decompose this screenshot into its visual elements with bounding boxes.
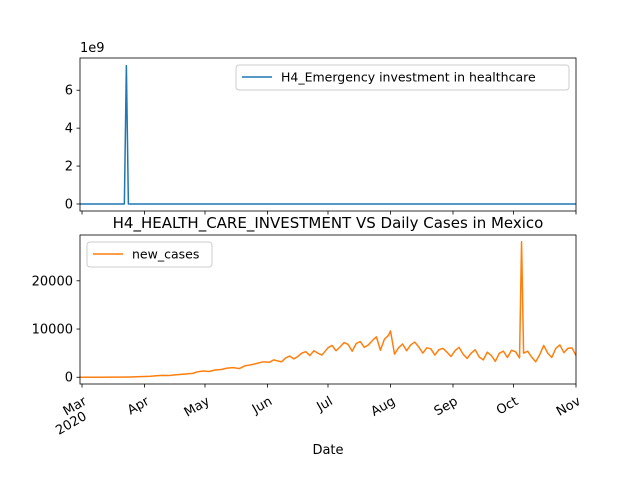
top-y-tick-label: 4 <box>65 122 73 137</box>
top-legend-label: H4_Emergency investment in healthcare <box>281 70 536 85</box>
bottom-legend-label: new_cases <box>132 247 199 262</box>
top-y-tick-label: 6 <box>65 84 73 99</box>
bottom-y-tick-label: 10000 <box>32 323 73 338</box>
bottom-axes-frame <box>79 234 577 385</box>
top-legend: H4_Emergency investment in healthcare <box>235 64 570 91</box>
top-legend-box <box>235 64 570 91</box>
bottom-legend: new_cases <box>86 241 213 268</box>
x-axis-label: Date <box>312 443 343 458</box>
top-panel: 0 2 4 6 1e9 H4_Emergency investment in heal… <box>65 41 577 215</box>
top-axes-frame <box>79 57 577 212</box>
top-y-tick-label: 0 <box>65 197 73 212</box>
top-y-tick-label: 2 <box>65 160 73 175</box>
bottom-series-line-0 <box>80 241 576 378</box>
top-series-line-0 <box>80 64 576 205</box>
bottom-legend-box <box>86 241 213 268</box>
chart-title: H4_HEALTH_CARE_INVESTMENT VS Daily Cases… <box>113 214 544 233</box>
bottom-y-tick-label: 20000 <box>32 274 73 289</box>
bottom-y-tick-label: 0 <box>65 371 73 386</box>
x-tick-label: Jul <box>314 394 336 415</box>
y-offset-text: 1e9 <box>80 41 105 56</box>
